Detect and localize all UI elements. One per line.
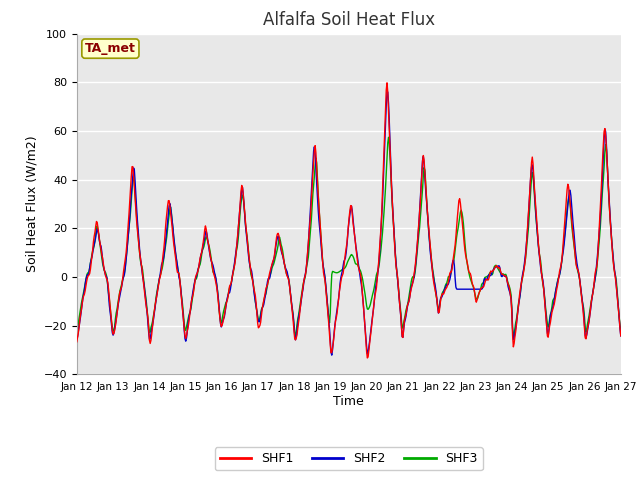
SHF3 [73,330,81,336]
SHF1 [383,80,391,86]
Line: SHF3: SHF3 [77,137,621,337]
SHF3 [223,299,230,304]
SHF3 [431,288,439,293]
SHF3 [617,328,625,334]
SHF2 [194,267,202,273]
SHF1 [433,293,440,299]
SHF1 [73,339,81,345]
SHF3 [139,267,147,273]
Line: SHF1: SHF1 [77,83,621,358]
SHF2 [328,352,335,358]
SHF2 [223,299,230,304]
SHF1 [364,355,371,361]
SHF3 [83,273,90,278]
SHF1 [83,278,90,284]
SHF2 [417,195,424,201]
SHF2 [617,333,625,339]
Line: SHF2: SHF2 [77,92,621,355]
SHF2 [383,89,391,95]
SHF2 [139,274,147,279]
X-axis label: Time: Time [333,395,364,408]
Title: Alfalfa Soil Heat Flux: Alfalfa Soil Heat Flux [263,11,435,29]
SHF3 [194,269,202,275]
SHF2 [73,337,81,343]
SHF1 [617,333,625,339]
SHF3 [509,334,517,340]
SHF1 [223,300,230,305]
Y-axis label: Soil Heat Flux (W/m2): Soil Heat Flux (W/m2) [25,136,38,272]
Legend: SHF1, SHF2, SHF3: SHF1, SHF2, SHF3 [214,447,483,470]
SHF2 [433,290,440,296]
SHF2 [83,274,90,280]
SHF1 [417,200,424,205]
SHF1 [139,272,147,277]
SHF3 [416,225,424,231]
SHF3 [385,134,392,140]
Text: TA_met: TA_met [85,42,136,55]
SHF1 [194,268,202,274]
